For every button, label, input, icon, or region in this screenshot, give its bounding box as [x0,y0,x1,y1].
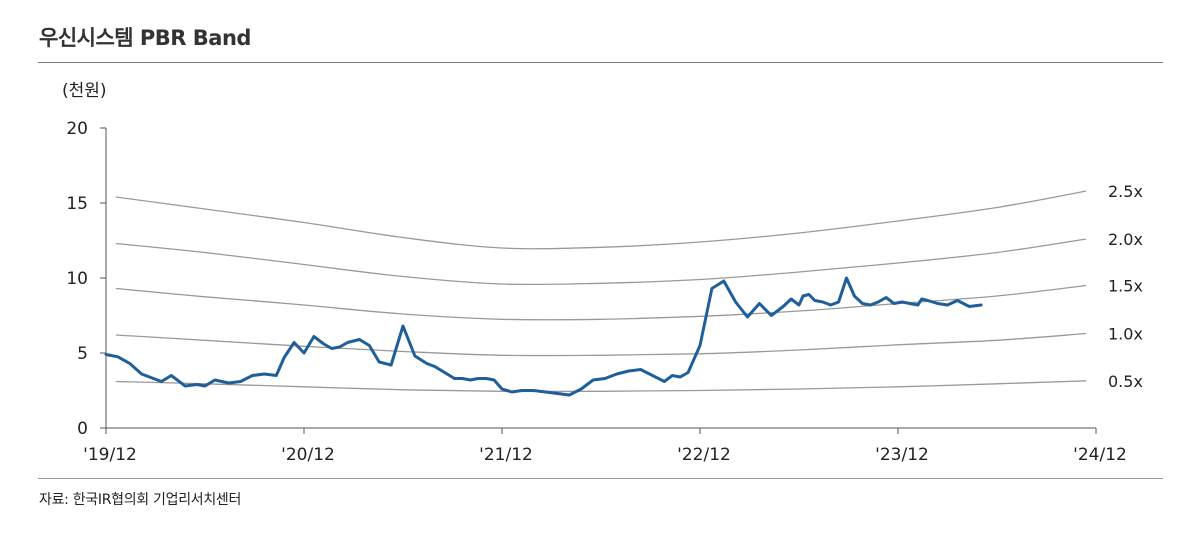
band-label: 0.5x [1108,372,1143,391]
band-label: 1.0x [1108,325,1143,344]
price-series [104,276,983,397]
source-note: 자료: 한국IR협의회 기업리서치센터 [39,492,242,508]
y-tick-label: 10 [66,269,88,289]
x-tick-label: '19/12 [83,445,137,465]
chart-title: 우신시스템 PBR Band [39,26,251,50]
band-line-2.0x [115,238,1087,286]
x-tick-label: '22/12 [677,445,731,465]
band-line-1.0x [115,332,1087,357]
band-line-0.5x [115,380,1087,393]
bottom-divider [38,478,1163,479]
band-label: 2.5x [1108,182,1143,201]
y-tick-label: 15 [66,194,88,214]
y-tick-label: 20 [66,119,88,139]
y-tick-label: 0 [77,419,88,439]
top-divider [38,62,1163,63]
band-label: 1.5x [1108,277,1143,296]
x-tick-label: '24/12 [1073,445,1127,465]
pbr-bands [115,190,1087,393]
price-line [104,276,983,397]
chart-labels: 2.5x 2.0x 1.5x 1.0x 0.5x [1108,182,1143,391]
band-label: 2.0x [1108,230,1143,249]
y-tick-label: 5 [77,344,88,364]
x-tick-label: '20/12 [281,445,335,465]
band-line-2.5x [115,190,1087,250]
axes: 0 5 10 15 20 '19/12 '20/12 '21/12 '22/12 '23/12 '2… [66,119,1126,465]
x-tick-label: '23/12 [875,445,929,465]
x-tick-label: '21/12 [479,445,533,465]
y-axis-unit: (천원) [62,81,107,101]
